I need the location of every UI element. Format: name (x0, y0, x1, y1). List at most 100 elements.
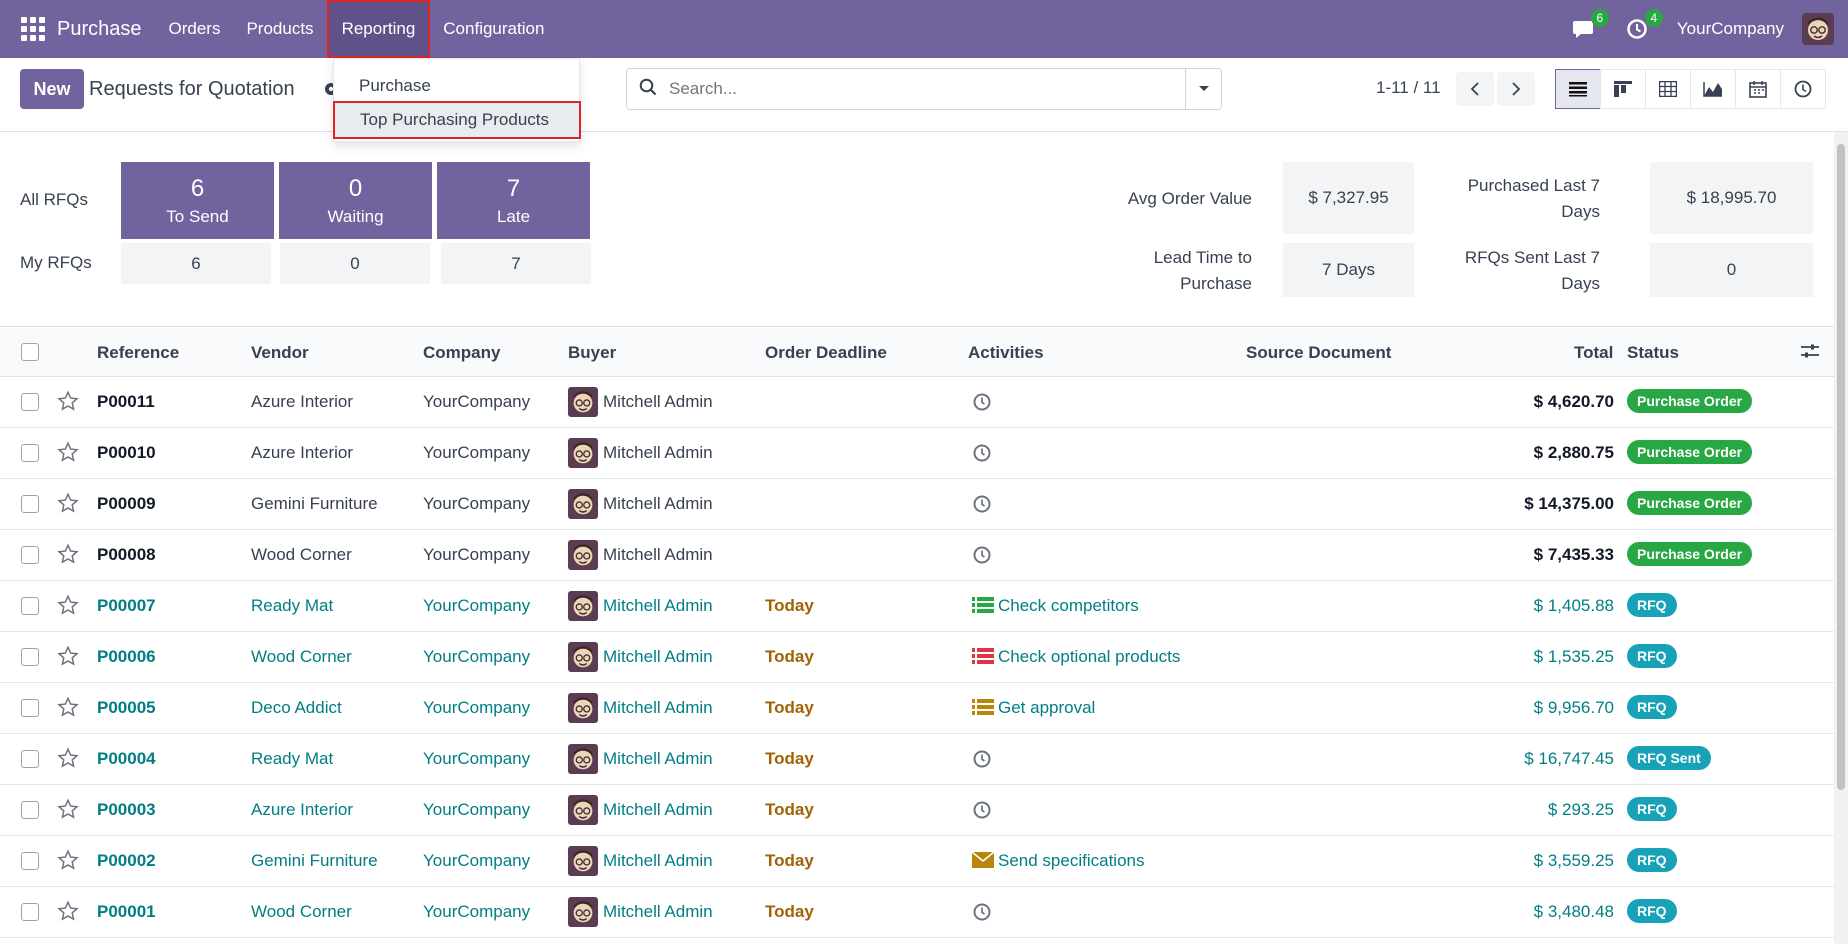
calendar-view-icon[interactable] (1735, 69, 1781, 109)
buyer-cell: Mitchell Admin (603, 647, 713, 666)
row-checkbox[interactable] (21, 444, 39, 462)
activity-clock-icon[interactable] (972, 749, 992, 774)
row-checkbox[interactable] (21, 852, 39, 870)
priority-star-icon[interactable] (57, 390, 79, 417)
vendor-cell: Gemini Furniture (251, 494, 378, 513)
graph-view-icon[interactable] (1690, 69, 1736, 109)
priority-star-icon[interactable] (57, 594, 79, 621)
new-button[interactable]: New (20, 69, 84, 109)
menu-products[interactable]: Products (246, 19, 314, 38)
dropdown-item-top-purchasing-products[interactable]: Top Purchasing Products (333, 101, 581, 139)
late-tile[interactable]: 7 Late (437, 162, 590, 239)
table-row[interactable]: P00007 Ready Mat YourCompany Mitchell Ad… (0, 581, 1834, 632)
col-activities[interactable]: Activities (968, 343, 1044, 362)
pager-value[interactable]: 1-11 / 11 (1376, 78, 1441, 97)
activity-clock-icon[interactable] (972, 800, 992, 825)
pivot-view-icon[interactable] (1645, 69, 1691, 109)
my-late-tile[interactable]: 7 (441, 243, 591, 284)
search-input[interactable] (669, 79, 1185, 99)
dropdown-item-purchase[interactable]: Purchase (359, 76, 431, 95)
row-checkbox[interactable] (21, 393, 39, 411)
col-buyer[interactable]: Buyer (568, 343, 617, 362)
kanban-view-icon[interactable] (1600, 69, 1646, 109)
col-reference[interactable]: Reference (97, 343, 180, 362)
vendor-cell: Ready Mat (251, 596, 334, 615)
activity-clock-icon[interactable] (972, 545, 992, 570)
table-row[interactable]: P00008 Wood Corner YourCompany Mitchell … (0, 530, 1834, 581)
col-status[interactable]: Status (1627, 343, 1679, 362)
menu-configuration[interactable]: Configuration (443, 19, 545, 38)
row-checkbox[interactable] (21, 495, 39, 513)
activity-summary[interactable]: Send specifications (998, 851, 1145, 870)
col-vendor[interactable]: Vendor (251, 343, 309, 362)
user-avatar[interactable] (1802, 13, 1834, 45)
col-order-deadline[interactable]: Order Deadline (765, 343, 887, 362)
todo-list-icon[interactable] (972, 596, 994, 619)
activity-clock-icon[interactable] (972, 902, 992, 927)
row-checkbox[interactable] (21, 648, 39, 666)
overdue-list-icon[interactable] (972, 647, 994, 670)
app-brand[interactable]: Purchase (57, 17, 142, 40)
row-checkbox[interactable] (21, 750, 39, 768)
buyer-cell: Mitchell Admin (603, 545, 713, 564)
menu-orders[interactable]: Orders (168, 19, 221, 38)
vertical-scrollbar[interactable] (1834, 132, 1848, 944)
activities-clock-icon[interactable]: 4 (1623, 9, 1663, 43)
apps-menu-icon[interactable] (21, 17, 45, 41)
activity-clock-icon[interactable] (972, 443, 992, 468)
my-to-send-tile[interactable]: 6 (121, 243, 271, 284)
pager-next-button[interactable] (1497, 72, 1535, 106)
col-company[interactable]: Company (423, 343, 501, 362)
my-waiting-tile[interactable]: 0 (280, 243, 430, 284)
priority-star-icon[interactable] (57, 492, 79, 519)
envelope-icon[interactable] (971, 851, 995, 874)
row-checkbox[interactable] (21, 801, 39, 819)
approval-list-icon[interactable] (972, 698, 994, 721)
row-checkbox[interactable] (21, 597, 39, 615)
company-cell: YourCompany (423, 800, 531, 819)
activities-badge: 4 (1644, 9, 1663, 27)
priority-star-icon[interactable] (57, 849, 79, 876)
search-options-toggle[interactable] (1185, 69, 1221, 109)
table-row[interactable]: P00005 Deco Addict YourCompany Mitchell … (0, 683, 1834, 734)
activity-summary[interactable]: Get approval (998, 698, 1096, 717)
reference-cell: P00009 (97, 494, 156, 513)
scrollbar-thumb[interactable] (1837, 144, 1845, 790)
col-source-document[interactable]: Source Document (1246, 343, 1392, 362)
list-view-icon[interactable] (1555, 69, 1601, 109)
table-row[interactable]: P00010 Azure Interior YourCompany Mitche… (0, 428, 1834, 479)
table-row[interactable]: P00003 Azure Interior YourCompany Mitche… (0, 785, 1834, 836)
waiting-tile[interactable]: 0 Waiting (279, 162, 432, 239)
activity-view-icon[interactable] (1780, 69, 1826, 109)
activity-clock-icon[interactable] (972, 494, 992, 519)
reference-cell: P00005 (97, 698, 156, 717)
optional-columns-icon[interactable] (1801, 343, 1819, 364)
table-row[interactable]: P00009 Gemini Furniture YourCompany Mitc… (0, 479, 1834, 530)
activity-summary[interactable]: Check competitors (998, 596, 1139, 615)
priority-star-icon[interactable] (57, 696, 79, 723)
table-row[interactable]: P00011 Azure Interior YourCompany Mitche… (0, 377, 1834, 428)
menu-reporting[interactable]: Reporting (326, 0, 431, 58)
priority-star-icon[interactable] (57, 441, 79, 468)
table-row[interactable]: P00001 Wood Corner YourCompany Mitchell … (0, 887, 1834, 938)
priority-star-icon[interactable] (57, 798, 79, 825)
row-checkbox[interactable] (21, 546, 39, 564)
priority-star-icon[interactable] (57, 543, 79, 570)
pager-previous-button[interactable] (1456, 72, 1494, 106)
table-row[interactable]: P00002 Gemini Furniture YourCompany Mitc… (0, 836, 1834, 887)
company-switcher[interactable]: YourCompany (1676, 19, 1784, 38)
activity-summary[interactable]: Check optional products (998, 647, 1181, 666)
messages-icon[interactable]: 6 (1569, 9, 1609, 43)
deadline-cell: Today (765, 647, 814, 666)
table-row[interactable]: P00004 Ready Mat YourCompany Mitchell Ad… (0, 734, 1834, 785)
row-checkbox[interactable] (21, 699, 39, 717)
row-checkbox[interactable] (21, 903, 39, 921)
col-total[interactable]: Total (1574, 343, 1614, 362)
activity-clock-icon[interactable] (972, 392, 992, 417)
priority-star-icon[interactable] (57, 747, 79, 774)
to-send-tile[interactable]: 6 To Send (121, 162, 274, 239)
priority-star-icon[interactable] (57, 900, 79, 927)
select-all-checkbox[interactable] (21, 343, 39, 361)
priority-star-icon[interactable] (57, 645, 79, 672)
table-row[interactable]: P00006 Wood Corner YourCompany Mitchell … (0, 632, 1834, 683)
